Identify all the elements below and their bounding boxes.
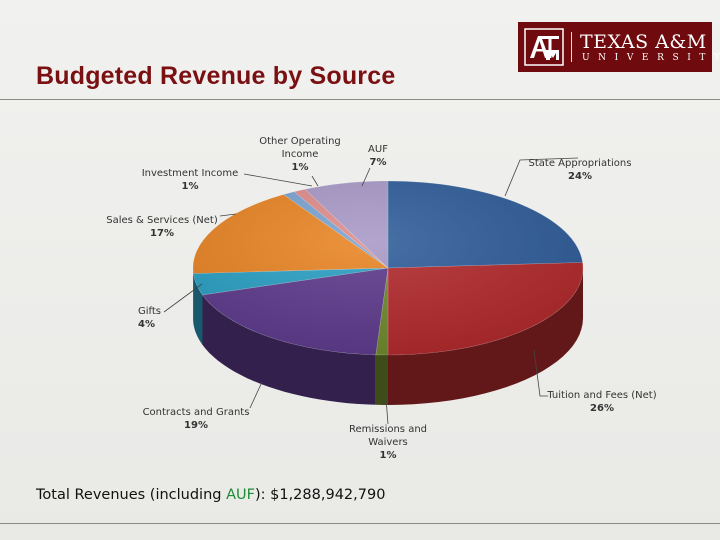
leader-line-remissions-and-waivers	[385, 397, 389, 425]
label-value-investment-income: 1%	[182, 181, 199, 192]
label-name-remissions-and-waivers-2: Waivers	[368, 437, 408, 448]
label-name-investment-income: Investment Income	[142, 168, 239, 179]
leader-line-investment-income	[243, 173, 313, 187]
label-value-remissions-and-waivers: 1%	[380, 450, 397, 461]
pie-labels: State Appropriations 24% Tuition and Fees …	[106, 136, 656, 461]
label-state-appropriations: State Appropriations 24%	[529, 158, 632, 182]
label-name-auf: AUF	[368, 144, 388, 155]
label-gifts: Gifts 4%	[138, 306, 161, 330]
pie-side-tuition-and-fees-net-	[388, 268, 583, 405]
label-contracts-and-grants: Contracts and Grants 19%	[143, 407, 250, 431]
label-value-tuition-and-fees-net-: 26%	[590, 403, 614, 414]
label-sales-services-net-: Sales & Services (Net) 17%	[106, 215, 218, 239]
pie-leader-lines	[163, 157, 579, 425]
label-name-other-operating-income: Other Operating	[259, 136, 341, 147]
header-divider	[0, 99, 720, 100]
label-name-sales-services-net-: Sales & Services (Net)	[106, 215, 218, 226]
logo-separator	[571, 32, 572, 62]
label-remissions-and-waivers: Remissions and Waivers 1%	[349, 424, 427, 461]
total-auf-accent: AUF	[226, 487, 255, 503]
leader-line-contracts-and-grants	[249, 381, 263, 409]
label-investment-income: Investment Income 1%	[142, 168, 239, 192]
leader-line-auf	[361, 167, 371, 187]
pie-side-contracts-and-grants	[202, 294, 376, 405]
label-value-auf: 7%	[370, 157, 387, 168]
logo-subtitle: UNIVERSITY	[582, 53, 720, 63]
texas-am-logo: TEXAS A&M UNIVERSITY	[518, 22, 720, 72]
pie-side-gifts	[193, 273, 203, 345]
leader-line-tuition-and-fees-net-	[533, 349, 548, 397]
label-value-state-appropriations: 24%	[568, 171, 592, 182]
leader-line-other-operating-income	[311, 175, 319, 187]
pie-side-remissions-and-waivers	[375, 354, 388, 405]
pie-gloss	[193, 181, 583, 355]
page-title: Budgeted Revenue by Source	[36, 62, 396, 90]
label-name-contracts-and-grants: Contracts and Grants	[143, 407, 250, 418]
label-value-other-operating-income: 1%	[292, 162, 309, 173]
label-other-operating-income: Other Operating Income 1%	[259, 136, 341, 173]
total-revenues-text: Total Revenues (including AUF): $1,288,9…	[36, 487, 385, 503]
total-suffix: ): $1,288,942,790	[254, 487, 386, 503]
label-name-gifts: Gifts	[138, 306, 161, 317]
pie-sides	[193, 268, 583, 405]
label-value-contracts-and-grants: 19%	[184, 420, 208, 431]
label-auf: AUF 7%	[368, 144, 388, 168]
label-name-remissions-and-waivers: Remissions and	[349, 424, 427, 435]
pie-tops	[192, 180, 584, 356]
label-name-tuition-and-fees-net-: Tuition and Fees (Net)	[546, 390, 656, 401]
label-tuition-and-fees-net-: Tuition and Fees (Net) 26%	[546, 390, 656, 414]
label-name-state-appropriations: State Appropriations	[529, 158, 632, 169]
label-value-sales-services-net-: 17%	[150, 228, 174, 239]
footer-divider	[0, 523, 720, 524]
atm-logo-mark-icon	[524, 28, 564, 66]
label-name-other-operating-income-2: Income	[282, 149, 319, 160]
leader-line-state-appropriations	[504, 157, 579, 197]
logo-wordmark: TEXAS A&M	[580, 31, 707, 53]
leader-line-gifts	[163, 283, 203, 313]
label-value-gifts: 4%	[138, 319, 155, 330]
total-prefix: Total Revenues (including	[36, 487, 227, 503]
leader-line-sales-services-net-	[219, 213, 237, 217]
